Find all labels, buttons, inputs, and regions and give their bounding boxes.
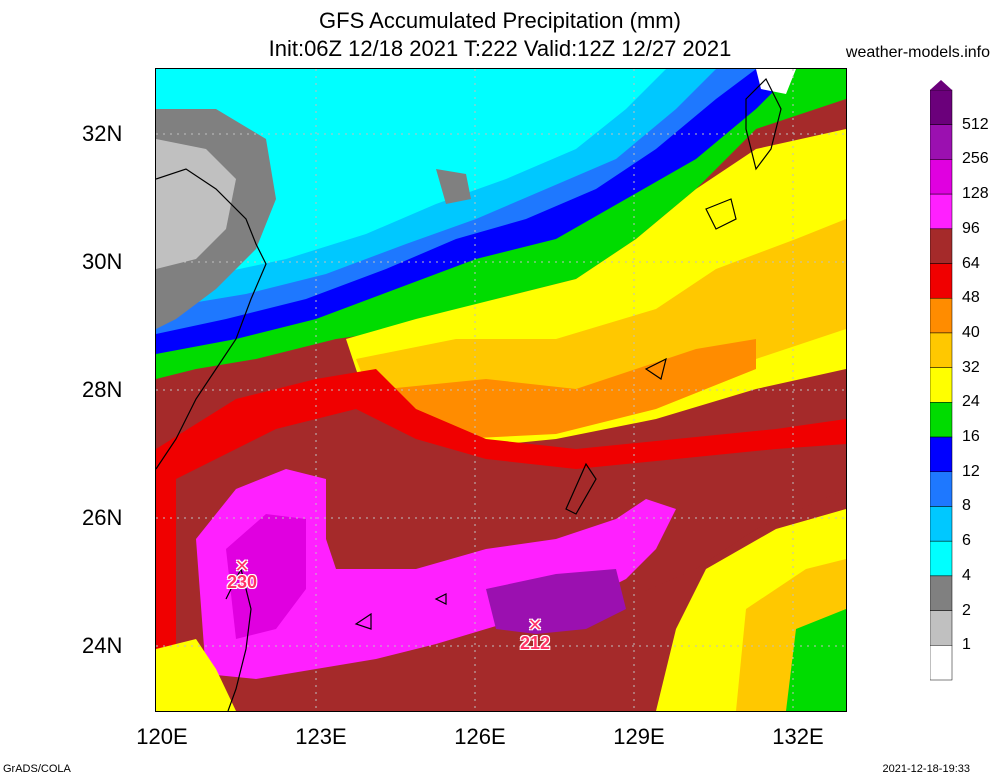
lat-label: 30N [82, 249, 123, 274]
colorbar-swatch [930, 610, 953, 646]
band-256-512 [486, 569, 626, 634]
colorbar-label: 1 [962, 636, 971, 654]
colorbar-label: 512 [962, 115, 989, 133]
lon-label: 132E [772, 724, 824, 749]
colorbar-swatch [930, 124, 953, 160]
lon-label: 120E [136, 724, 188, 749]
colorbar-label: 40 [962, 323, 980, 341]
colorbar-swatch [930, 332, 953, 368]
colorbar-label: 128 [962, 185, 989, 203]
colorbar-swatch [930, 575, 953, 611]
max-marker-value: 230 [226, 572, 258, 592]
colorbar-label: 12 [962, 462, 980, 480]
lat-label: 26N [82, 505, 123, 530]
lat-label: 28N [82, 377, 123, 402]
colorbar-label: 24 [962, 393, 980, 411]
chart-subtitle: Init:06Z 12/18 2021 T:222 Valid:12Z 12/2… [268, 36, 732, 61]
colorbar-label: 6 [962, 532, 971, 550]
colorbar-swatch [930, 159, 953, 195]
band-40-48 [386, 339, 756, 439]
precipitation-map [155, 68, 847, 712]
colorbar-swatch [930, 193, 953, 230]
colorbar-swatch [930, 89, 953, 125]
colorbar-label: 64 [962, 254, 980, 272]
colorbar-swatch [930, 436, 953, 473]
colorbar-label: 4 [962, 566, 971, 584]
lon-label: 126E [454, 724, 506, 749]
band-128-256 [226, 514, 306, 639]
colorbar-top-arrow-icon [930, 80, 952, 90]
lat-label: 24N [82, 633, 123, 658]
colorbar-swatch [930, 228, 953, 264]
site-credit: weather-models.info [845, 44, 990, 61]
colorbar-label: 256 [962, 150, 989, 168]
band-32-40 [356, 219, 846, 429]
chart-title: GFS Accumulated Precipitation (mm) [319, 8, 681, 33]
precipitation-field [156, 69, 846, 711]
colorbar-swatch [930, 263, 953, 299]
colorbar-swatch [930, 367, 953, 403]
colorbar-label: 96 [962, 219, 980, 237]
colorbar-swatch [930, 402, 953, 438]
colorbar-swatch [930, 471, 953, 507]
colorbar-label: 8 [962, 497, 971, 515]
lat-label: 32N [82, 121, 123, 146]
lon-label: 123E [295, 724, 347, 749]
colorbar-swatch [930, 506, 953, 542]
colorbar-swatch [930, 645, 953, 681]
band-1-2 [156, 139, 236, 269]
colorbar-label: 48 [962, 289, 980, 307]
colorbar-label: 2 [962, 601, 971, 619]
colorbar [930, 80, 953, 681]
graticule [156, 69, 846, 711]
max-marker-value: 212 [519, 633, 551, 653]
max-marker-icon: ✕ [527, 615, 543, 635]
coastlines [156, 77, 782, 711]
colorbar-label: 32 [962, 358, 980, 376]
colorbar-label: 16 [962, 428, 980, 446]
colorbar-swatch [930, 297, 953, 334]
footer-left-credit: GrADS/COLA [3, 763, 71, 775]
band-96-128 [196, 469, 676, 679]
max-marker-icon: ✕ [234, 556, 250, 576]
lon-label: 129E [613, 724, 665, 749]
colorbar-swatch [930, 540, 953, 577]
band-4-6 [156, 69, 666, 284]
footer-timestamp: 2021-12-18-19:33 [882, 763, 970, 775]
